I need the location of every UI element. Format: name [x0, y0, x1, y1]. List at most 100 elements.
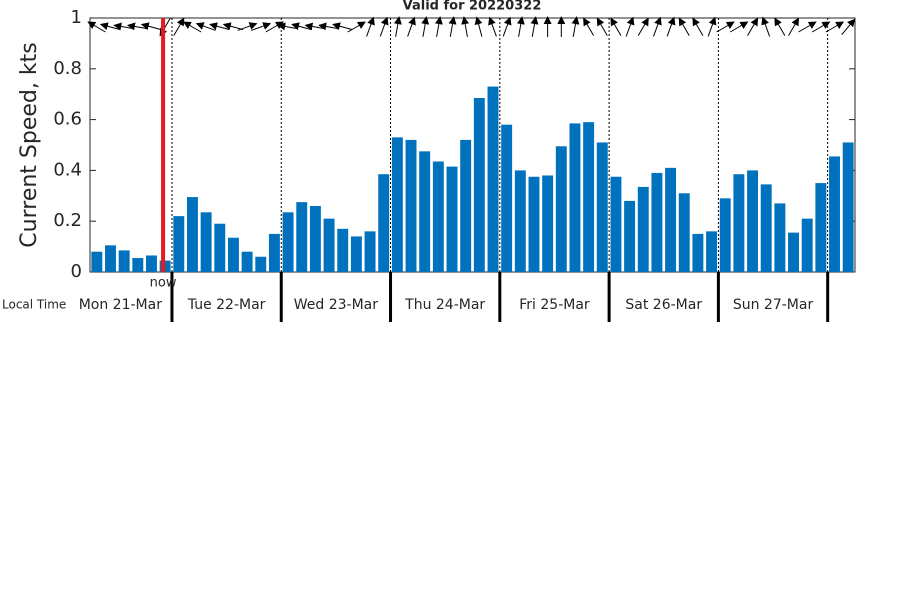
bar [118, 250, 130, 272]
direction-arrow [798, 21, 817, 33]
y-tick-label: 1 [71, 7, 82, 28]
bar [774, 203, 786, 272]
bar [678, 193, 690, 272]
bar [186, 197, 198, 272]
y-tick-label: 0.6 [53, 109, 82, 130]
bar [569, 123, 581, 272]
bar [473, 98, 485, 272]
direction-arrow [761, 16, 771, 37]
day-label: Mon 21-Mar [79, 297, 162, 313]
y-tick-label: 0.2 [53, 210, 82, 231]
day-label: Sat 26-Mar [625, 297, 702, 313]
bar [296, 202, 308, 272]
bar [214, 223, 226, 272]
bar [432, 161, 444, 272]
direction-arrow [625, 16, 635, 37]
direction-arrow [140, 22, 162, 31]
bar [624, 200, 636, 272]
bar [637, 186, 649, 272]
y-axis-label: Current Speed, kts [17, 42, 42, 247]
y-tick-label: 0.8 [53, 58, 82, 79]
bar [692, 233, 704, 272]
bar [446, 166, 458, 272]
bar [323, 218, 335, 272]
direction-arrow [747, 17, 759, 36]
direction-arrow [841, 18, 856, 35]
direction-arrow [434, 16, 443, 37]
direction-arrow [173, 17, 185, 36]
direction-arrow [678, 17, 690, 36]
direction-arrow [774, 17, 786, 36]
bar [501, 124, 513, 273]
bar [105, 245, 116, 272]
bar [487, 86, 499, 272]
direction-arrow [653, 16, 662, 37]
bar [337, 228, 349, 272]
direction-arrow [825, 21, 845, 33]
chart-title: Valid for 20220322 [403, 0, 542, 14]
bar [405, 139, 417, 272]
direction-arrow [222, 22, 244, 31]
day-label: Fri 25-Mar [519, 297, 590, 313]
direction-arrow [182, 21, 202, 33]
direction-arrow [666, 16, 676, 37]
direction-arrow [516, 16, 525, 37]
bar [829, 156, 840, 272]
bar [842, 142, 854, 272]
bar [241, 251, 253, 272]
bar [173, 216, 185, 272]
bar [268, 233, 280, 272]
bar [583, 122, 595, 272]
bar [146, 255, 157, 272]
direction-arrow [716, 21, 735, 33]
direction-arrow [251, 22, 272, 31]
bar [596, 142, 608, 272]
day-label: Thu 24-Mar [404, 297, 485, 313]
direction-arrow [788, 17, 800, 36]
direction-arrow [474, 16, 483, 37]
now-label: now [150, 276, 177, 291]
bar [200, 212, 212, 272]
direction-arrow [448, 16, 457, 37]
day-label: Sun 27-Mar [733, 297, 814, 313]
bar [419, 151, 431, 272]
bar [364, 231, 376, 272]
bar [610, 176, 622, 272]
bar [282, 212, 294, 272]
bar [815, 183, 827, 272]
x-axis-label: Local Time [2, 298, 66, 312]
bar [378, 174, 390, 272]
day-label: Wed 23-Mar [294, 297, 378, 313]
direction-arrow [421, 16, 430, 37]
direction-arrow [366, 16, 375, 37]
bar [733, 174, 745, 272]
direction-arrow [87, 21, 106, 33]
direction-arrow [610, 17, 622, 36]
direction-arrow [488, 16, 497, 37]
direction-arrow [393, 16, 402, 37]
bar [460, 139, 472, 272]
bar [227, 237, 239, 272]
direction-arrow [729, 21, 749, 33]
bar [255, 256, 267, 272]
direction-arrow [407, 16, 416, 37]
bar [651, 172, 663, 272]
bar [760, 184, 772, 272]
direction-arrow [571, 16, 580, 37]
bar [747, 170, 759, 272]
direction-arrow [502, 16, 512, 37]
day-label: Tue 22-Mar [187, 297, 266, 313]
direction-arrow [461, 16, 470, 37]
y-tick-label: 0.4 [53, 159, 82, 180]
direction-arrow [530, 16, 539, 37]
bar [801, 218, 813, 272]
direction-arrow [332, 22, 353, 31]
bar [514, 170, 526, 272]
direction-arrow [237, 22, 258, 31]
bar [665, 167, 677, 272]
bar [528, 176, 540, 272]
bar [91, 251, 103, 272]
direction-arrow [379, 16, 389, 37]
bar [788, 232, 799, 272]
